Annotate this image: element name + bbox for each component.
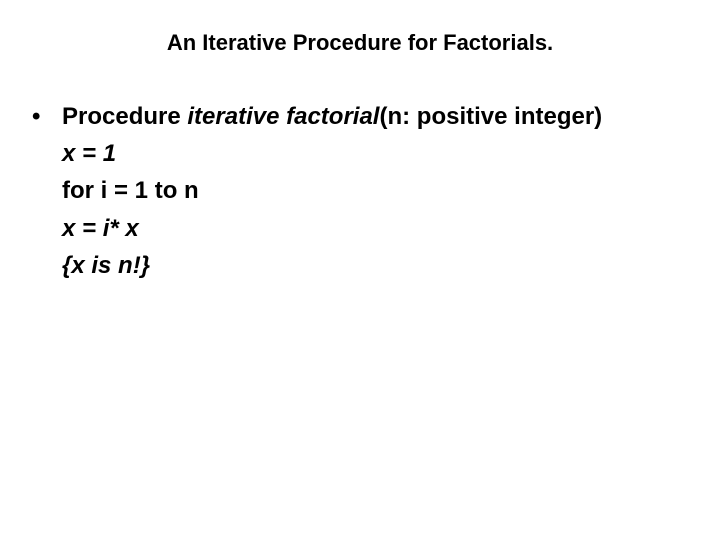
- line1-signature: (n: positive integer): [379, 103, 602, 130]
- bullet-line-1: • Procedure iterative factorial(n: posit…: [28, 98, 692, 135]
- line-2: x = 1: [28, 135, 692, 172]
- slide-title: An Iterative Procedure for Factorials.: [0, 30, 720, 56]
- line-5: {x is n!}: [28, 247, 692, 284]
- line-3: for i = 1 to n: [28, 172, 692, 209]
- line-1: Procedure iterative factorial(n: positiv…: [62, 98, 692, 135]
- bullet-glyph: •: [28, 98, 62, 135]
- line-4: x = i* x: [28, 210, 692, 247]
- slide: An Iterative Procedure for Factorials. •…: [0, 0, 720, 540]
- line1-procedure: Procedure: [62, 103, 187, 130]
- line1-name: iterative factorial: [187, 103, 379, 130]
- slide-body: • Procedure iterative factorial(n: posit…: [28, 98, 692, 284]
